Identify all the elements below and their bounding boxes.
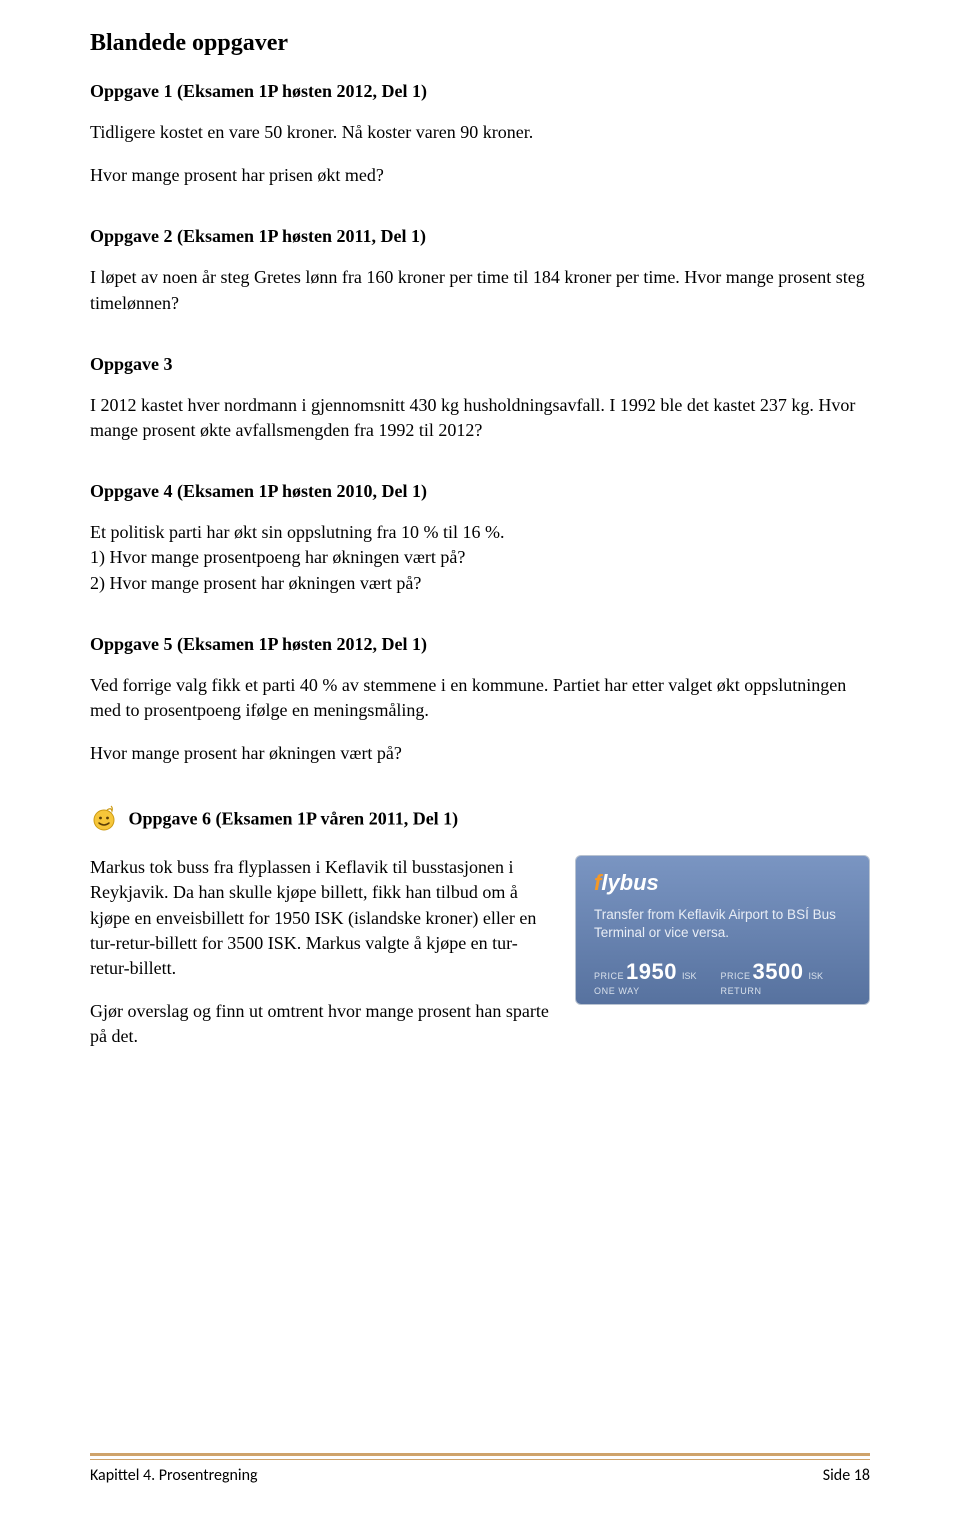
task-6-heading-text: Oppgave 6 (Eksamen 1P våren 2011, Del 1): [129, 809, 459, 829]
task-6-text-1: Markus tok buss fra flyplassen i Keflavi…: [90, 855, 555, 981]
task-6: Oppgave 6 (Eksamen 1P våren 2011, Del 1)…: [90, 804, 870, 1067]
task-3-text-1: I 2012 kastet hver nordmann i gjennomsni…: [90, 393, 870, 443]
task-6-heading: Oppgave 6 (Eksamen 1P våren 2011, Del 1): [90, 804, 870, 837]
task-4-item-2: 2) Hvor mange prosent har økningen vært …: [90, 571, 870, 596]
flybus-subtitle: Transfer from Keflavik Airport to BSÍ Bu…: [594, 906, 851, 942]
price-label: PRICE: [594, 971, 624, 981]
task-6-text-2: Gjør overslag og finn ut omtrent hvor ma…: [90, 999, 555, 1049]
price-way: RETURN: [720, 986, 822, 996]
flybus-price-oneway: PRICE 1950 ISK ONE WAY: [594, 959, 696, 996]
task-1-heading: Oppgave 1 (Eksamen 1P høsten 2012, Del 1…: [90, 81, 870, 102]
price-value: 1950: [626, 959, 677, 985]
flybus-prices: PRICE 1950 ISK ONE WAY PRICE 3500 ISK RE…: [576, 959, 869, 996]
task-1: Oppgave 1 (Eksamen 1P høsten 2012, Del 1…: [90, 81, 870, 188]
task-5-text-2: Hvor mange prosent har økningen vært på?: [90, 741, 870, 766]
task-1-text-1: Tidligere kostet en vare 50 kroner. Nå k…: [90, 120, 870, 145]
flybus-logo: flybus: [594, 870, 659, 896]
price-currency: ISK: [682, 971, 697, 981]
task-2-heading: Oppgave 2 (Eksamen 1P høsten 2011, Del 1…: [90, 226, 870, 247]
task-1-text-2: Hvor mange prosent har prisen økt med?: [90, 163, 870, 188]
task-2-text-1: I løpet av noen år steg Gretes lønn fra …: [90, 265, 870, 315]
price-currency: ISK: [808, 971, 823, 981]
task-5-text-1: Ved forrige valg fikk et parti 40 % av s…: [90, 673, 870, 723]
task-5: Oppgave 5 (Eksamen 1P høsten 2012, Del 1…: [90, 634, 870, 767]
task-3-heading: Oppgave 3: [90, 354, 870, 375]
task-3: Oppgave 3 I 2012 kastet hver nordmann i …: [90, 354, 870, 443]
task-4: Oppgave 4 (Eksamen 1P høsten 2010, Del 1…: [90, 481, 870, 596]
footer-left: Kapittel 4. Prosentregning: [90, 1466, 258, 1485]
task-4-item-1: 1) Hvor mange prosentpoeng har økningen …: [90, 545, 870, 570]
smiley-icon: [90, 804, 118, 837]
footer-rule-thin: [90, 1459, 870, 1460]
footer-right: Side 18: [823, 1466, 870, 1485]
footer-rule: [90, 1453, 870, 1456]
price-way: ONE WAY: [594, 986, 696, 996]
flybus-price-return: PRICE 3500 ISK RETURN: [720, 959, 822, 996]
page-title: Blandede oppgaver: [90, 30, 870, 57]
price-label: PRICE: [720, 971, 750, 981]
task-4-heading: Oppgave 4 (Eksamen 1P høsten 2010, Del 1…: [90, 481, 870, 502]
task-2: Oppgave 2 (Eksamen 1P høsten 2011, Del 1…: [90, 226, 870, 315]
flybus-logo-rest: lybus: [601, 870, 658, 895]
task-5-heading: Oppgave 5 (Eksamen 1P høsten 2012, Del 1…: [90, 634, 870, 655]
page-footer: Kapittel 4. Prosentregning Side 18: [90, 1453, 870, 1485]
task-4-text-1: Et politisk parti har økt sin oppslutnin…: [90, 520, 870, 545]
flybus-card: flybus Transfer from Keflavik Airport to…: [575, 855, 870, 1005]
price-value: 3500: [753, 959, 804, 985]
